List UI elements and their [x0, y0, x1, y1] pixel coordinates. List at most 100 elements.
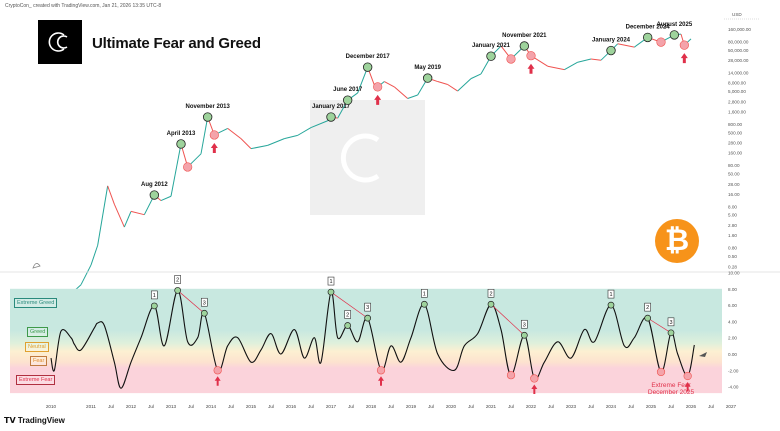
extreme-fear-callout: Extreme Fear December 2025	[640, 382, 702, 396]
time-axis-tick: Jul	[388, 404, 394, 409]
time-axis-tick: 2012	[126, 404, 137, 409]
price-peak-label: May 2019	[414, 65, 441, 71]
time-axis-tick: Jul	[628, 404, 634, 409]
price-segment	[160, 195, 172, 202]
oscillator-axis-tick: 4.00	[728, 319, 737, 324]
oscillator-axis-tick: -4.00	[728, 385, 739, 390]
oscillator-axis-tick: 2.00	[728, 336, 737, 341]
price-peak-marker	[519, 41, 530, 51]
peak-number-box	[327, 276, 335, 286]
time-axis-tick: Jul	[548, 404, 554, 409]
price-segment	[457, 78, 472, 92]
oscillator-trough-marker	[656, 367, 666, 377]
fear-greed-oscillator-line	[50, 289, 695, 389]
oscillator-trough-marker	[506, 371, 516, 380]
time-axis-tick: Jul	[268, 404, 274, 409]
oscillator-axis-tick: 0.00	[728, 352, 737, 357]
price-segment	[394, 86, 408, 99]
price-segment	[284, 134, 298, 140]
time-axis-tick: Jul	[188, 404, 194, 409]
price-axis-tick: 0.50	[728, 254, 737, 259]
price-peak-label: April 2013	[167, 131, 196, 137]
peak-number: 2	[346, 312, 349, 318]
time-axis-tick: 2021	[486, 404, 497, 409]
price-axis-tick: 0.80	[728, 245, 737, 250]
time-axis-tick: Jul	[428, 404, 434, 409]
time-axis-tick: 2019	[406, 404, 417, 409]
peak-number-box	[174, 275, 181, 284]
price-bottom-marker	[656, 37, 666, 47]
price-segment	[170, 143, 182, 197]
price-segment	[447, 84, 458, 92]
price-segment	[407, 94, 418, 99]
time-axis-tick: 2020	[446, 404, 457, 409]
price-bottom-marker	[209, 130, 219, 140]
oscillator-trough-marker	[376, 366, 386, 375]
price-segment	[240, 138, 252, 150]
price-axis-tick: 280.00	[728, 141, 742, 146]
price-peak-marker	[606, 45, 616, 56]
red-up-arrow-icon	[680, 53, 688, 64]
time-axis-tick: Jul	[468, 404, 474, 409]
price-bottom-marker	[183, 162, 193, 172]
peak-number: 1	[609, 292, 612, 298]
red-up-arrow-icon	[684, 382, 691, 392]
oscillator-axis-tick: 6.00	[728, 303, 737, 308]
oscillator-peak-marker	[364, 314, 372, 322]
price-bottom-marker	[506, 54, 516, 64]
current-value-pointer-icon	[699, 352, 707, 357]
oscillator-peak-marker	[644, 314, 652, 322]
oscillator-axis-tick: 8.00	[728, 287, 737, 292]
red-up-arrow-icon	[531, 384, 538, 394]
time-axis-tick: Jul	[708, 404, 714, 409]
tradingview-mark-icon: 𝗧𝗩	[4, 416, 18, 425]
oscillator-peak-marker	[487, 300, 495, 308]
peak-number: 3	[669, 320, 672, 326]
peak-number: 1	[329, 279, 332, 285]
peak-number: 3	[366, 305, 369, 311]
price-axis-tick: 50,000.00	[728, 48, 749, 53]
price-segment	[590, 58, 602, 61]
price-segment	[123, 211, 132, 228]
price-axis-tick: 5,000.00	[728, 89, 746, 94]
time-axis-tick: 2014	[206, 404, 217, 409]
price-peak-label: January 2017	[312, 104, 351, 110]
price-peak-label: January 2024	[592, 38, 631, 44]
peak-number: 1	[153, 293, 156, 299]
tradingview-brand: TradingView	[17, 416, 65, 425]
peak-number-box	[487, 288, 495, 298]
price-segment	[107, 185, 115, 205]
oscillator-peak-marker	[150, 302, 158, 310]
price-peak-label: November 2013	[185, 104, 230, 110]
oscillator-peak-marker	[520, 331, 528, 339]
time-axis-tick: 2016	[286, 404, 297, 409]
price-peak-marker	[326, 112, 336, 122]
peak-number-box	[644, 302, 651, 312]
tradingview-logo: 𝗧𝗩 TradingView	[4, 416, 65, 425]
red-up-arrow-icon	[378, 376, 384, 386]
time-axis-tick: 2011	[86, 404, 96, 409]
price-axis-currency: USD	[732, 12, 742, 17]
price-peak-label: November 2021	[502, 33, 547, 39]
divergence-line	[330, 291, 368, 319]
band-label-greed: Greed	[27, 327, 49, 337]
time-axis-tick: 2026	[686, 404, 697, 409]
price-segment	[130, 210, 145, 216]
peak-number-box	[607, 289, 615, 299]
time-axis-tick: Jul	[228, 404, 234, 409]
price-bottom-marker	[526, 51, 536, 61]
peak-number-box	[421, 288, 428, 298]
peak-number: 2	[176, 277, 179, 283]
time-axis-tick: 2024	[606, 404, 617, 409]
price-peak-marker	[176, 139, 186, 149]
time-axis-tick: Jul	[108, 404, 114, 409]
time-axis-tick: 2015	[246, 404, 257, 409]
price-segment	[617, 43, 635, 48]
oscillator-peak-marker	[344, 322, 352, 329]
price-peak-label: June 2017	[333, 87, 363, 93]
price-axis-tick: 800.00	[728, 122, 742, 127]
time-axis-tick: 2010	[46, 404, 57, 409]
price-segment	[227, 128, 242, 140]
peak-number-box	[667, 317, 675, 327]
